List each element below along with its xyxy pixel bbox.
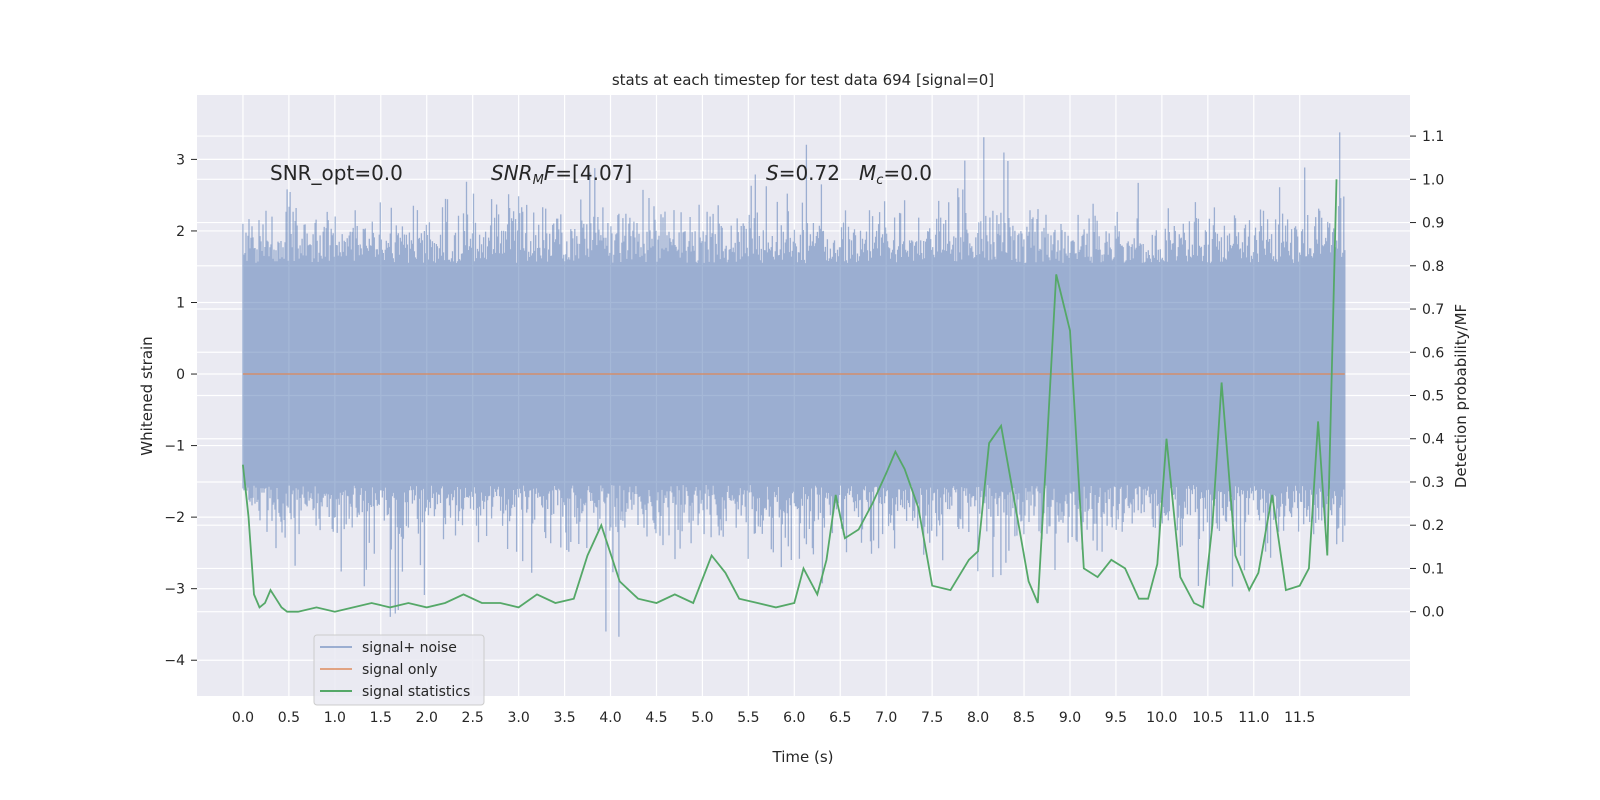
annotation-snr-mf-main: SNR [491,161,533,185]
x-tick-label: 1.0 [324,710,346,726]
y2-tick-label: 0.3 [1422,475,1444,491]
signal-statistics-line [242,179,1338,613]
y-tick-label: −1 [164,439,185,455]
annotation-s-rest: =0.72 [779,161,840,185]
y2-tick-label: 0.9 [1422,216,1444,232]
y2-tick-label: 0.0 [1422,605,1444,621]
annotation-mc-rest: =0.0 [883,161,932,185]
x-tick-label: 10.0 [1146,710,1177,726]
x-tick-label: 8.0 [967,710,989,726]
y2-tick-label: 0.6 [1422,345,1444,361]
x-tick-label: 0.0 [232,710,254,726]
annotation-snr-mf: SNRMF=[4.07] [491,161,632,188]
x-tick-label: 9.0 [1059,710,1081,726]
annotation-s-main: S [766,161,779,185]
legend-label-signal-noise: signal+ noise [362,640,457,656]
legend-label-signal-statistics: signal statistics [362,684,470,700]
legend: signal+ noise signal only signal statist… [313,634,485,706]
x-tick-label: 2.5 [462,710,484,726]
x-tick-label: 3.0 [507,710,529,726]
y2-axis-ticks: 0.0 0.1 0.2 0.3 0.4 0.5 0.6 0.7 0.8 0.9 1.0 1.1 [1410,129,1444,621]
x-tick-label: 8.5 [1013,710,1035,726]
y2-tick-label: 0.5 [1422,389,1444,405]
y2-tick-label: 0.7 [1422,302,1444,318]
annotation-snr-mf-sub: M [533,173,544,188]
x-tick-label: 7.5 [921,710,943,726]
y2-tick-label: 0.2 [1422,518,1444,534]
x-tick-label: 11.0 [1238,710,1269,726]
y2-tick-label: 0.1 [1422,561,1444,577]
x-axis-label: Time (s) [772,748,834,766]
y2-axis-label: Detection probability/MF [1452,304,1470,488]
x-tick-label: 9.5 [1105,710,1127,726]
x-tick-label: 10.5 [1192,710,1223,726]
x-tick-label: 11.5 [1284,710,1315,726]
y-axis-label: Whitened strain [138,336,156,455]
x-tick-label: 6.0 [783,710,805,726]
x-tick-label: 0.5 [278,710,300,726]
y-tick-label: −2 [164,510,185,526]
x-tick-label: 1.5 [370,710,392,726]
y-tick-label: 2 [176,224,185,240]
y-tick-label: −4 [164,653,185,669]
y-tick-label: −3 [164,582,185,598]
annotation-mc-sub: c [876,173,883,188]
y2-tick-label: 1.0 [1422,172,1444,188]
y-tick-label: 1 [176,295,185,311]
legend-box [313,634,485,706]
x-tick-label: 4.0 [599,710,621,726]
annotation-s: S=0.72 [766,161,840,185]
x-tick-label: 4.5 [645,710,667,726]
annotation-snr-mf-rest: =[4.07] [555,161,632,185]
legend-label-signal-only: signal only [362,662,437,678]
annotation-snr-mf-rest-f: F [544,161,556,185]
y2-tick-label: 1.1 [1422,129,1444,145]
y2-tick-label: 0.8 [1422,259,1444,275]
y-tick-label: 3 [176,152,185,168]
annotation-mc-main: M [859,161,876,185]
x-axis-ticks: 0.0 0.5 1.0 1.5 2.0 2.5 3.0 3.5 4.0 4.5 5.0 5.5 6.0 6… [232,710,1315,726]
y2-tick-label: 0.4 [1422,432,1444,448]
x-tick-label: 6.5 [829,710,851,726]
x-tick-label: 5.0 [691,710,713,726]
y-axis-ticks: −4 −3 −2 −1 0 1 2 3 [164,152,197,669]
x-tick-label: 7.0 [875,710,897,726]
y-tick-label: 0 [176,367,185,383]
x-tick-label: 3.5 [553,710,575,726]
series-signal-statistics [242,179,1338,613]
annotation-snr-opt: SNR_opt=0.0 [270,161,403,185]
annotation-mc: Mc=0.0 [859,161,932,188]
x-tick-label: 2.0 [416,710,438,726]
chart-title: stats at each timestep for test data 694… [612,71,994,89]
x-tick-label: 5.5 [737,710,759,726]
